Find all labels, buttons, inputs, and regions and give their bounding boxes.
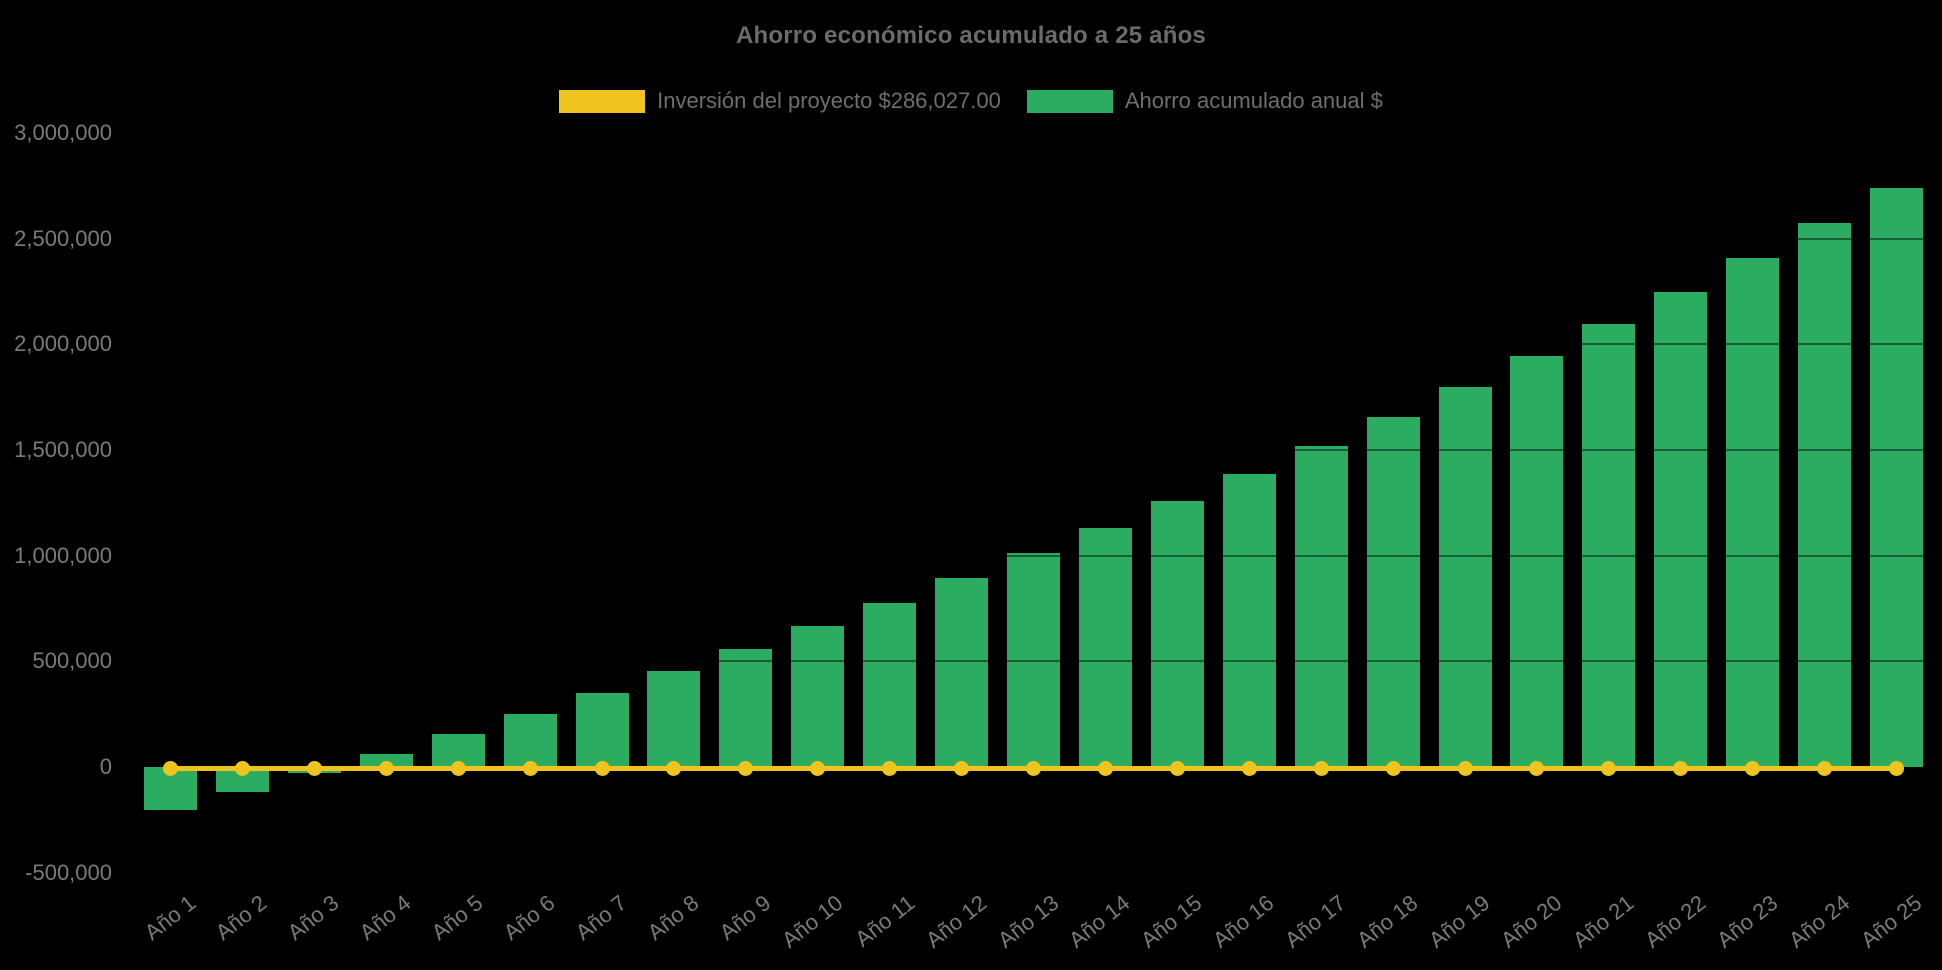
y-axis-tick-label: -500,000 <box>25 859 112 885</box>
investment-point-anio-13[interactable] <box>1026 760 1042 776</box>
gridline <box>134 660 1932 663</box>
gridline <box>134 343 1932 346</box>
gridline <box>134 554 1932 557</box>
bar-anio-14[interactable] <box>1078 527 1132 767</box>
chart-legend: Inversión del proyecto $286,027.00 Ahorr… <box>0 88 1942 114</box>
bar-anio-12[interactable] <box>935 578 989 767</box>
bar-anio-19[interactable] <box>1438 386 1492 767</box>
investment-point-anio-19[interactable] <box>1457 760 1473 776</box>
bar-anio-11[interactable] <box>863 602 917 767</box>
investment-point-anio-4[interactable] <box>378 760 394 776</box>
bar-anio-18[interactable] <box>1366 416 1420 767</box>
y-axis-tick-label: 1,000,000 <box>14 542 112 568</box>
investment-point-anio-7[interactable] <box>594 760 610 776</box>
investment-point-anio-20[interactable] <box>1529 760 1545 776</box>
bar-anio-6[interactable] <box>503 714 557 767</box>
investment-point-anio-10[interactable] <box>810 760 826 776</box>
investment-point-anio-9[interactable] <box>738 760 754 776</box>
bar-anio-15[interactable] <box>1150 501 1204 767</box>
bar-anio-10[interactable] <box>791 626 845 767</box>
investment-point-anio-6[interactable] <box>522 760 538 776</box>
investment-point-anio-2[interactable] <box>234 760 250 776</box>
y-axis-tick-label: 500,000 <box>32 648 112 674</box>
legend-swatch-inversion <box>559 89 646 113</box>
chart-title: Ahorro económico acumulado a 25 años <box>736 22 1206 49</box>
gridline <box>134 237 1932 240</box>
y-axis-tick-label: 0 <box>99 754 112 779</box>
y-axis-tick-label: 2,000,000 <box>14 331 112 357</box>
legend-label-ahorro: Ahorro acumulado anual $ <box>1124 88 1383 113</box>
bar-anio-13[interactable] <box>1007 553 1061 767</box>
investment-point-anio-16[interactable] <box>1241 760 1257 776</box>
legend-item-ahorro[interactable]: Ahorro acumulado anual $ <box>1026 88 1383 114</box>
y-axis-tick-label: 1,500,000 <box>14 436 112 462</box>
investment-point-anio-3[interactable] <box>306 760 322 776</box>
investment-point-anio-25[interactable] <box>1889 760 1905 776</box>
bar-anio-17[interactable] <box>1294 445 1348 767</box>
bar-anio-23[interactable] <box>1726 257 1780 767</box>
bar-anio-21[interactable] <box>1582 324 1636 767</box>
investment-point-anio-11[interactable] <box>882 760 898 776</box>
investment-point-anio-12[interactable] <box>954 760 970 776</box>
bar-anio-16[interactable] <box>1222 473 1276 767</box>
investment-point-anio-8[interactable] <box>666 760 682 776</box>
gridline <box>134 448 1932 451</box>
gridline <box>134 871 1932 874</box>
bar-anio-9[interactable] <box>719 649 773 767</box>
investment-point-anio-17[interactable] <box>1313 760 1329 776</box>
investment-point-anio-15[interactable] <box>1169 760 1185 776</box>
investment-point-anio-21[interactable] <box>1601 760 1617 776</box>
investment-point-anio-14[interactable] <box>1097 760 1113 776</box>
bar-anio-25[interactable] <box>1870 187 1924 767</box>
investment-point-anio-23[interactable] <box>1745 760 1761 776</box>
investment-point-anio-5[interactable] <box>450 760 466 776</box>
legend-label-inversion: Inversión del proyecto $286,027.00 <box>657 88 1001 113</box>
bar-anio-24[interactable] <box>1798 223 1852 767</box>
bar-anio-20[interactable] <box>1510 356 1564 767</box>
investment-point-anio-24[interactable] <box>1817 760 1833 776</box>
gridline <box>134 131 1932 134</box>
bar-anio-22[interactable] <box>1654 291 1708 767</box>
y-axis-tick-label: 3,000,000 <box>14 119 112 145</box>
investment-point-anio-18[interactable] <box>1385 760 1401 776</box>
y-axis-tick-label: 2,500,000 <box>14 225 112 251</box>
investment-point-anio-1[interactable] <box>163 760 178 776</box>
investment-point-anio-22[interactable] <box>1673 760 1689 776</box>
bar-anio-8[interactable] <box>647 671 701 767</box>
bar-anio-7[interactable] <box>575 693 629 767</box>
legend-item-inversion[interactable]: Inversión del proyecto $286,027.00 <box>559 88 1001 114</box>
legend-swatch-ahorro <box>1026 89 1113 113</box>
